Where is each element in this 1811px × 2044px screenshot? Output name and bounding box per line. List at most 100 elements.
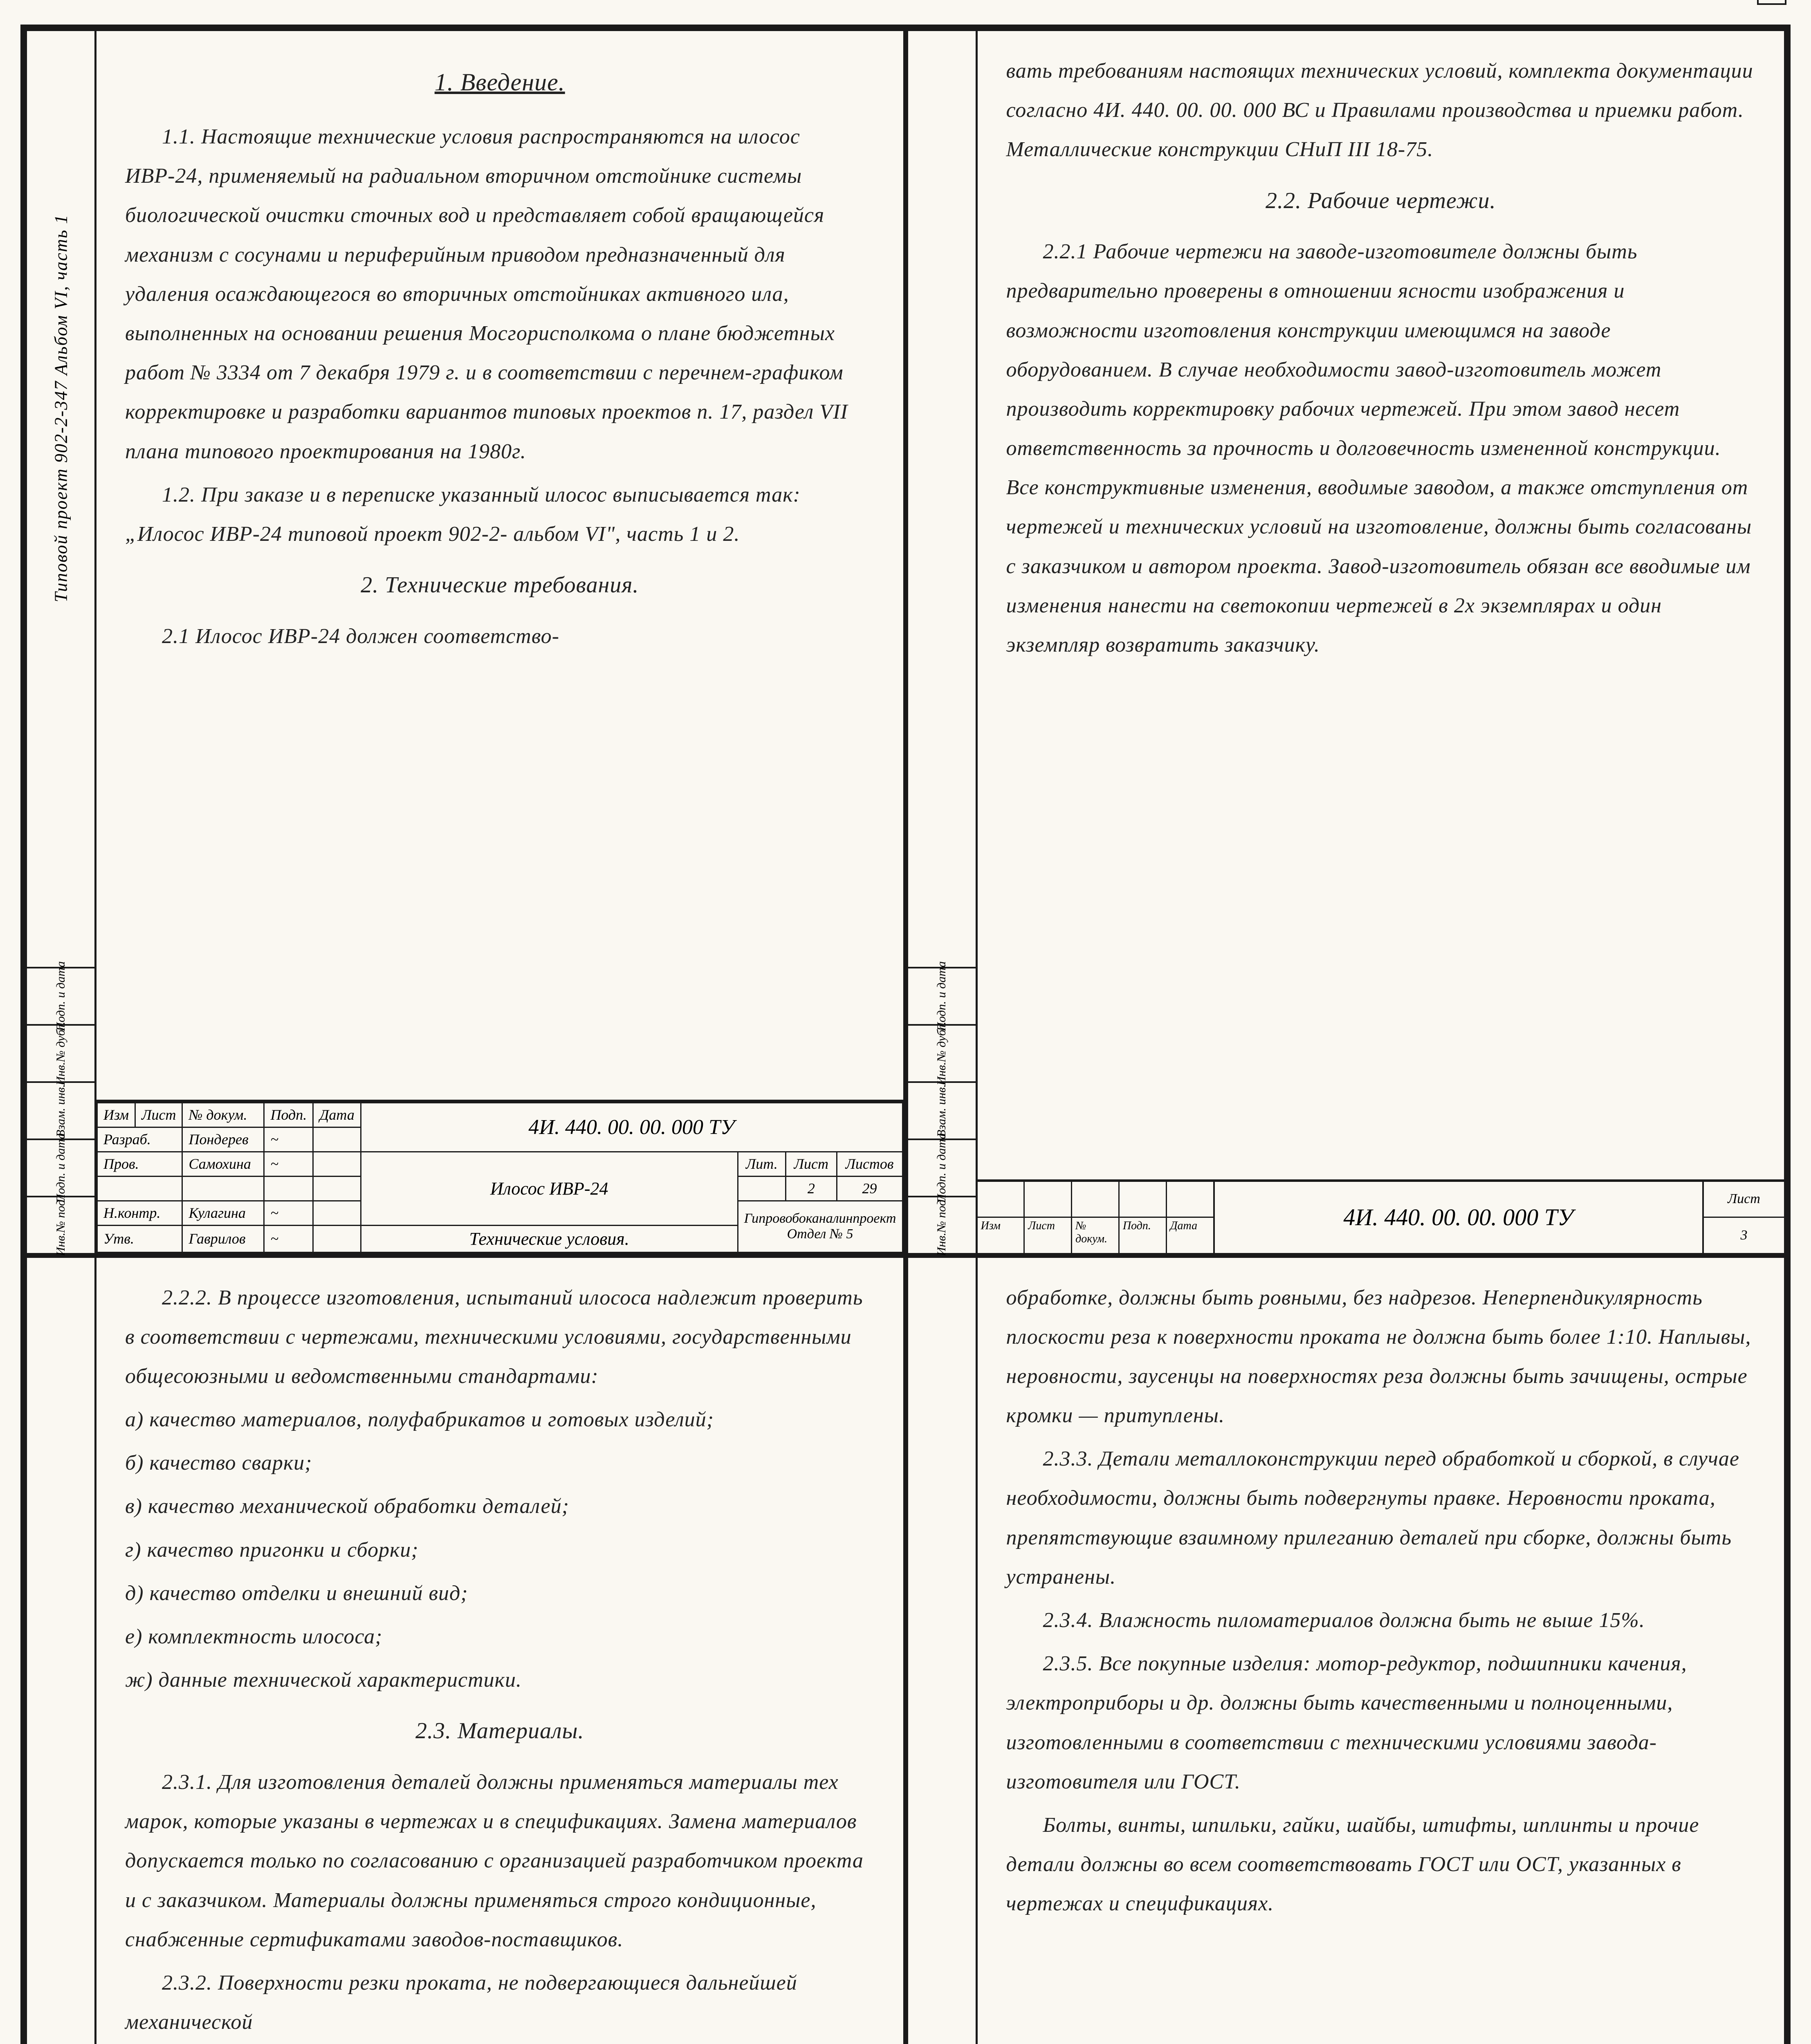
paragraph: 2.2.2. В процессе изготовления, испытани… — [125, 1278, 875, 1396]
signature: ~ — [264, 1152, 313, 1176]
body-text: обработке, должны быть ровными, без надр… — [1006, 1278, 1756, 2044]
tb-listov-n: 29 — [837, 1176, 902, 1201]
tb-cell: Дата — [313, 1103, 361, 1127]
product-name: Илосос ИВР-24 — [361, 1152, 738, 1225]
dept-name: Отдел № 5 — [744, 1226, 896, 1242]
tb-lit-h: Лит. — [738, 1152, 786, 1176]
sheet-num-box: Лист 3 — [1702, 1182, 1784, 1253]
list-item: г) качество пригонки и сборки; — [125, 1531, 875, 1570]
tb-role: Пров. — [97, 1152, 182, 1176]
org-name: Гипровобоканалинпроект — [744, 1211, 896, 1226]
body-text: 1. Введение. 1.1. Настоящие технические … — [125, 52, 875, 1100]
tb-date — [313, 1127, 361, 1152]
tb-list-n: 2 — [786, 1176, 837, 1201]
side-label: Подп. и дата — [54, 961, 68, 1031]
tb-h: Подп. — [1120, 1218, 1167, 1253]
tb-date — [313, 1152, 361, 1176]
paragraph: 1.1. Настоящие технические условия распр… — [125, 117, 875, 471]
paragraph: 2.3.4. Влажность пиломатериалов должна б… — [1006, 1601, 1756, 1640]
signature: ~ — [264, 1225, 313, 1252]
paragraph: вать требованиям настоящих технических у… — [1006, 52, 1756, 170]
tb-role: Разраб. — [97, 1127, 182, 1152]
paragraph: 2.3.3. Детали металлоконструкции перед о… — [1006, 1439, 1756, 1597]
side-strip: Подп. и дата Инв.№ дубл. Взам. инв. Подп… — [908, 31, 978, 1253]
side-label: Инв.№ дубл. — [54, 1022, 68, 1085]
tb-name: Пондерев — [182, 1127, 264, 1152]
tb-role — [97, 1176, 182, 1201]
technical-document-sheet: 6 Типовой проект 902-2-347 Альбом VI, ча… — [0, 0, 1811, 2044]
body-text: вать требованиям настоящих технических у… — [1006, 52, 1756, 1179]
side-strip: Подп. и дата Инв.№ дубл. Взам. инв. Подп… — [908, 1258, 978, 2044]
project-code-vertical: Типовой проект 902-2-347 Альбом VI, част… — [50, 214, 71, 602]
tb-date — [313, 1176, 361, 1201]
sheet-number: 3 — [1704, 1218, 1784, 1253]
quadrant-bottom-left: Подп. и дата Инв.№ дубл. Взам. инв. Подп… — [25, 1255, 906, 2044]
content-area: 1. Введение. 1.1. Настоящие технические … — [96, 31, 903, 1253]
tb-cell: № докум. — [182, 1103, 264, 1127]
sheet-label: Лист — [1704, 1182, 1784, 1218]
tb-name: Кулагина — [182, 1201, 264, 1225]
list-item: б) качество сварки; — [125, 1443, 875, 1483]
side-label: Инв.№ дубл. — [935, 1022, 949, 1085]
content-area: 2.2.2. В процессе изготовления, испытани… — [96, 1258, 903, 2044]
tb-date — [313, 1201, 361, 1225]
doc-code: 4И. 440. 00. 00. 000 ТУ — [1215, 1182, 1703, 1253]
tb-role: Утв. — [97, 1225, 182, 1252]
tb-sig — [264, 1176, 313, 1201]
paragraph: 1.2. При заказе и в переписке указанный … — [125, 475, 875, 554]
tb-cell: Лист — [135, 1103, 182, 1127]
side-label: Подп. и дата — [935, 961, 949, 1031]
tb-h: Дата — [1167, 1218, 1213, 1253]
quadrant-top-right: Подп. и дата Инв.№ дубл. Взам. инв. Подп… — [906, 29, 1787, 1255]
signature: ~ — [264, 1201, 313, 1225]
side-label: Взам. инв. — [54, 1084, 68, 1137]
list-item: а) качество материалов, полуфабрикатов и… — [125, 1400, 875, 1439]
paragraph: обработке, должны быть ровными, без надр… — [1006, 1278, 1756, 1436]
tb-h: Лист — [1025, 1218, 1072, 1253]
signature: ~ — [264, 1127, 313, 1152]
side-label: Взам. инв. — [935, 1084, 949, 1137]
list-item: е) комплектность илососа; — [125, 1617, 875, 1656]
content-area: вать требованиям настоящих технических у… — [978, 31, 1784, 1253]
body-text: 2.2.2. В процессе изготовления, испытани… — [125, 1278, 875, 2044]
paragraph: 2.2.1 Рабочие чертежи на заводе-изготови… — [1006, 232, 1756, 665]
heading-materials: 2.3. Материалы. — [125, 1710, 875, 1753]
tb-cell: Изм — [97, 1103, 135, 1127]
doc-code: 4И. 440. 00. 00. 000 ТУ — [361, 1103, 902, 1152]
heading-intro: 1. Введение. — [125, 60, 875, 105]
side-label: Инв.№ подл — [935, 1194, 949, 1256]
tb-role: Н.контр. — [97, 1201, 182, 1225]
doc-subtitle: Технические условия. — [361, 1225, 738, 1252]
side-cells: Подп. и дата Инв.№ дубл. Взам. инв. Подп… — [908, 967, 976, 1253]
title-block-continuation: Изм Лист № докум. Подп. Дата 4И. 440. 00… — [978, 1179, 1784, 1253]
tb-cell: Подп. — [264, 1103, 313, 1127]
outer-frame: Типовой проект 902-2-347 Альбом VI, част… — [20, 25, 1791, 2044]
tb-h: Изм — [978, 1218, 1025, 1253]
tb-name: Самохина — [182, 1152, 264, 1176]
list-item: в) качество механической обработки детал… — [125, 1487, 875, 1526]
tb-listov-h: Листов — [837, 1152, 902, 1176]
tb-org: Гипровобоканалинпроект Отдел № 5 — [738, 1201, 902, 1252]
content-area: обработке, должны быть ровными, без надр… — [978, 1258, 1784, 2044]
tb-list-h: Лист — [786, 1152, 837, 1176]
tb-name: Гаврилов — [182, 1225, 264, 1252]
side-strip: Типовой проект 902-2-347 Альбом VI, част… — [27, 31, 96, 1253]
paragraph: 2.1 Илосос ИВР-24 должен соответство- — [125, 617, 875, 656]
side-strip: Подп. и дата Инв.№ дубл. Взам. инв. Подп… — [27, 1258, 96, 2044]
tb-h: № докум. — [1072, 1218, 1120, 1253]
side-cells: Подп. и дата Инв.№ дубл. Взам. инв. Подп… — [27, 967, 94, 1253]
paragraph: Болты, винты, шпильки, гайки, шайбы, шти… — [1006, 1806, 1756, 1924]
side-label: Подп. и дата — [935, 1133, 949, 1203]
title-block-main: Изм Лист № докум. Подп. Дата 4И. 440. 00… — [96, 1100, 903, 1253]
side-label: Инв.№ подл — [54, 1194, 68, 1256]
quadrant-bottom-right: Подп. и дата Инв.№ дубл. Взам. инв. Подп… — [906, 1255, 1787, 2044]
page-number-top: 6 — [1757, 0, 1786, 5]
paragraph: 2.3.5. Все покупные изделия: мотор-редук… — [1006, 1644, 1756, 1802]
tb-lit — [738, 1176, 786, 1201]
heading-drawings: 2.2. Рабочие чертежи. — [1006, 180, 1756, 222]
tb-left: Изм Лист № докум. Подп. Дата — [978, 1182, 1215, 1253]
tb-name — [182, 1176, 264, 1201]
quadrant-top-left: Типовой проект 902-2-347 Альбом VI, част… — [25, 29, 906, 1255]
list-item: д) качество отделки и внешний вид; — [125, 1574, 875, 1613]
tb-date — [313, 1225, 361, 1252]
